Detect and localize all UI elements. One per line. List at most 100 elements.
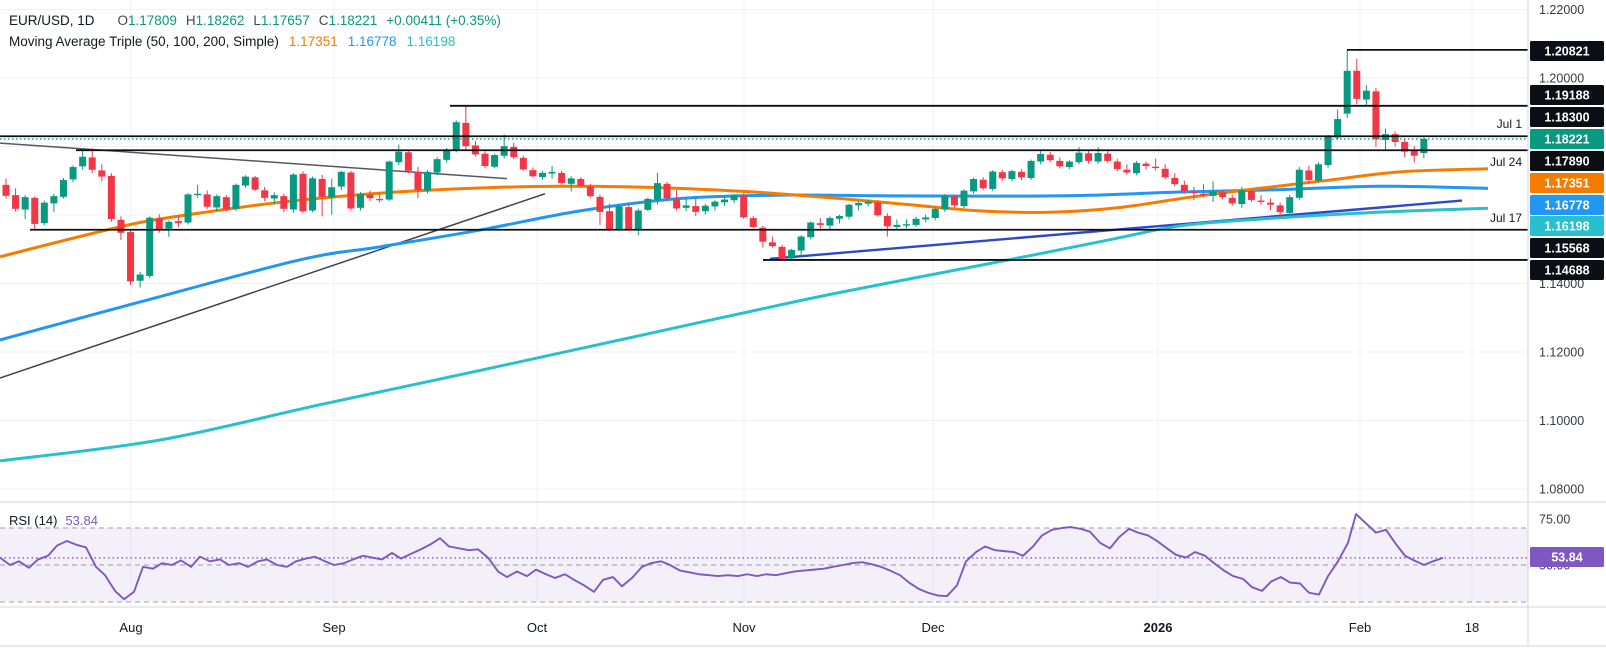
candle[interactable] [950,194,958,208]
candle[interactable] [40,200,48,226]
candle[interactable] [1219,190,1227,200]
candle[interactable] [778,244,786,261]
candle[interactable] [663,181,671,201]
candle[interactable] [376,193,384,203]
candle[interactable] [1295,167,1303,200]
candle[interactable] [337,170,345,190]
candle[interactable] [1085,150,1093,164]
candle[interactable] [883,213,891,237]
candle[interactable] [922,214,930,223]
candle[interactable] [903,219,911,229]
candle[interactable] [1171,173,1179,187]
candle[interactable] [1334,109,1342,140]
candle[interactable] [462,105,470,150]
candle[interactable] [979,177,987,191]
candle[interactable] [59,178,67,199]
candle[interactable] [615,205,623,232]
candle[interactable] [855,200,863,211]
candle[interactable] [941,194,949,212]
candle[interactable] [701,203,709,215]
candle[interactable] [414,166,422,199]
candle[interactable] [1401,139,1409,158]
candle[interactable] [356,192,364,211]
candle[interactable] [931,207,939,221]
candle[interactable] [596,194,604,225]
candle[interactable] [845,203,853,220]
candle[interactable] [1353,58,1361,105]
candle[interactable] [1123,164,1131,175]
candle[interactable] [1161,164,1169,180]
candle[interactable] [136,271,144,288]
candle[interactable] [107,173,115,222]
candle[interactable] [318,174,326,217]
candle[interactable] [519,155,527,171]
candle[interactable] [213,194,221,211]
candle[interactable] [912,216,920,227]
candle[interactable] [1027,159,1035,181]
candle[interactable] [500,134,508,159]
price-axis[interactable]: 1.22000 1.20000 1.14000 1.12000 1.10000 1.080… [1530,3,1604,573]
candle[interactable] [366,190,374,201]
candle[interactable] [50,193,58,213]
candle[interactable] [261,186,269,202]
candle[interactable] [1132,160,1140,176]
candle[interactable] [12,188,20,212]
candle[interactable] [251,175,259,192]
candle[interactable] [835,214,843,224]
candle[interactable] [222,195,230,212]
candle[interactable] [491,153,499,169]
candle[interactable] [1056,157,1064,169]
candle[interactable] [1017,169,1025,181]
candle[interactable] [88,148,96,174]
candle[interactable] [711,200,719,211]
candle[interactable] [634,208,642,236]
candle[interactable] [1180,180,1188,194]
candle[interactable] [481,151,489,169]
candle[interactable] [270,192,278,205]
candle[interactable] [529,167,537,178]
candle[interactable] [1046,151,1054,163]
candle[interactable] [471,141,479,157]
trendline-ascending[interactable] [0,193,546,379]
candle[interactable] [1008,169,1016,182]
candle[interactable] [21,195,29,220]
candle[interactable] [347,170,355,211]
candle[interactable] [586,183,594,198]
candle[interactable] [328,178,336,215]
candle[interactable] [1305,165,1313,183]
candle[interactable] [1420,137,1428,159]
candle[interactable] [1190,186,1198,201]
candle[interactable] [184,193,192,225]
candle[interactable] [127,229,135,285]
candle[interactable] [117,216,125,240]
candle[interactable] [538,170,546,180]
candle[interactable] [1314,162,1322,183]
candle[interactable] [682,198,690,212]
candle[interactable] [289,173,297,213]
candle[interactable] [2,178,10,199]
candle[interactable] [1257,195,1265,205]
candle[interactable] [558,170,566,185]
candle[interactable] [653,172,661,205]
candle[interactable] [404,150,412,174]
candle[interactable] [174,214,182,227]
candle[interactable] [673,189,681,211]
candle[interactable] [309,176,317,213]
candle[interactable] [567,176,575,192]
candle[interactable] [1324,134,1332,168]
candle[interactable] [194,184,202,198]
candle[interactable] [768,236,776,248]
candle[interactable] [577,176,585,188]
trendline-descending[interactable] [0,142,508,180]
candle[interactable] [970,177,978,194]
candle[interactable] [1228,194,1236,206]
candle[interactable] [625,204,633,231]
candle[interactable] [69,165,77,183]
candle[interactable] [1247,189,1255,202]
candle[interactable] [31,196,39,230]
candlestick-series[interactable] [2,49,1428,288]
candle[interactable] [788,248,796,260]
candle[interactable] [232,183,240,211]
candle[interactable] [826,216,834,230]
